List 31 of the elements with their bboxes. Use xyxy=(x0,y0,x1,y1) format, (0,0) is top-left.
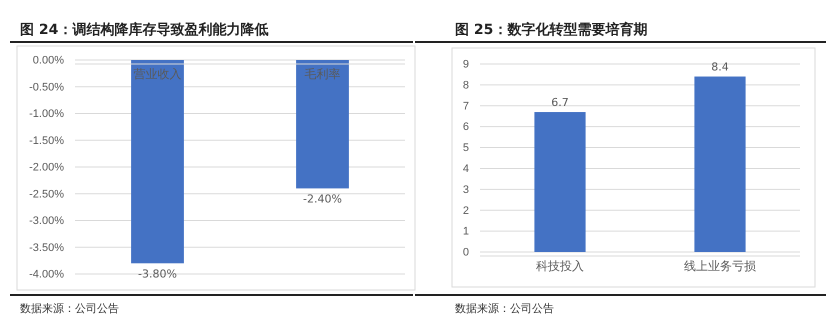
data-label: 6.7 xyxy=(551,96,569,110)
y-tick-label: 5 xyxy=(462,142,469,154)
data-label: 8.4 xyxy=(711,60,729,74)
y-tick-label: -3.00% xyxy=(29,215,64,228)
y-tick-label: 0.00% xyxy=(32,54,64,67)
y-tick-label: -1.50% xyxy=(29,134,64,147)
y-tick-label: 4 xyxy=(462,162,469,175)
y-tick-label: 1 xyxy=(462,226,469,238)
y-tick-label: -3.50% xyxy=(29,242,64,254)
y-tick-label: -0.50% xyxy=(29,81,64,94)
y-tick-label: 2 xyxy=(462,204,469,217)
chart-title: 图 24：调结构降库存导致盈利能力降低 xyxy=(20,21,268,38)
y-tick-label: 8 xyxy=(462,79,469,92)
data-label: -2.40% xyxy=(303,192,342,206)
x-tick-label: 线上业务亏损 xyxy=(684,258,756,273)
source-note: 数据来源：公司公告 xyxy=(20,302,119,315)
chart-title: 图 25：数字化转型需要培育期 xyxy=(455,21,648,38)
data-label: -3.80% xyxy=(138,267,177,280)
x-tick-label: 营业收入 xyxy=(134,66,182,81)
y-tick-label: -1.00% xyxy=(29,108,64,120)
y-tick-label: 0 xyxy=(462,246,469,259)
y-tick-label: -2.50% xyxy=(29,188,64,200)
y-tick-label: 9 xyxy=(462,58,469,71)
source-note: 数据来源：公司公告 xyxy=(455,302,554,315)
y-tick-label: -2.00% xyxy=(29,162,64,174)
y-tick-label: 7 xyxy=(462,100,469,112)
y-tick-label: 3 xyxy=(462,184,469,196)
x-tick-label: 毛利率 xyxy=(304,66,340,81)
y-tick-label: -4.00% xyxy=(29,268,64,281)
y-tick-label: 6 xyxy=(462,121,469,134)
x-tick-label: 科技投入 xyxy=(536,258,584,273)
